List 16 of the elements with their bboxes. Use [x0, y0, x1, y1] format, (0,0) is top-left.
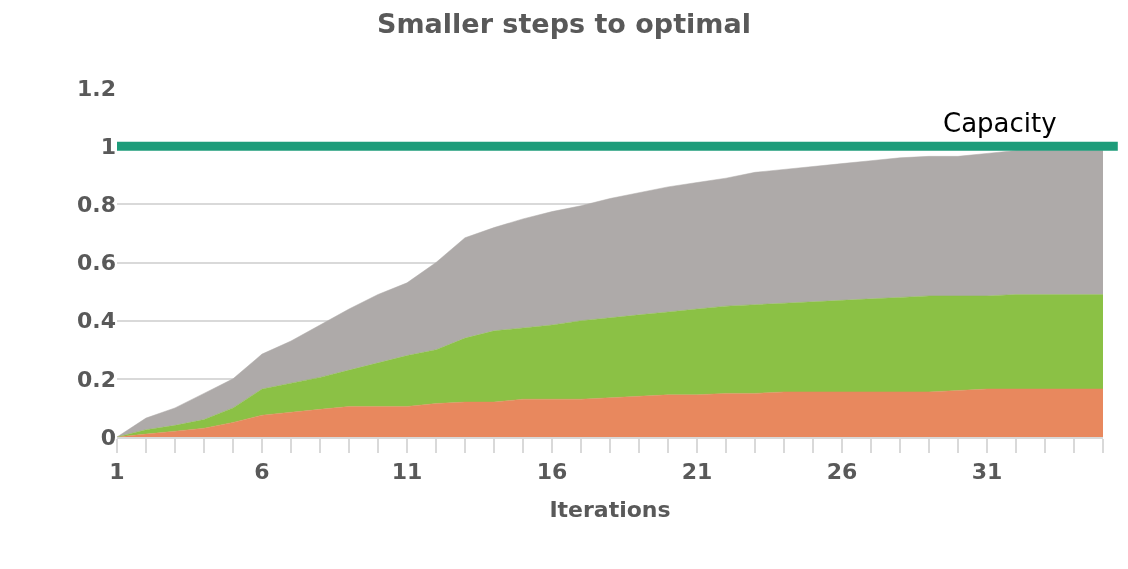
y-tick-label: 0	[100, 424, 116, 450]
y-tick-label: 0.2	[77, 366, 116, 392]
x-axis-title: Iterations	[549, 496, 671, 522]
y-tick-label: 1	[100, 133, 116, 159]
ref-line-label: Capacity	[943, 108, 1057, 138]
x-tick-label: 11	[391, 459, 423, 485]
y-tick-label: 0.6	[77, 250, 116, 276]
y-tick-label: 0.8	[77, 192, 116, 218]
y-tick-label: 1.2	[77, 75, 116, 101]
chart-title: Smaller steps to optimal	[377, 8, 751, 40]
x-tick-label: 16	[536, 459, 568, 485]
y-tick-label: 0.4	[77, 308, 116, 334]
x-tick-label: 6	[254, 459, 270, 485]
x-tick-label: 21	[681, 459, 713, 485]
x-tick-label: 26	[826, 459, 858, 485]
x-tick-label: 31	[971, 459, 1003, 485]
